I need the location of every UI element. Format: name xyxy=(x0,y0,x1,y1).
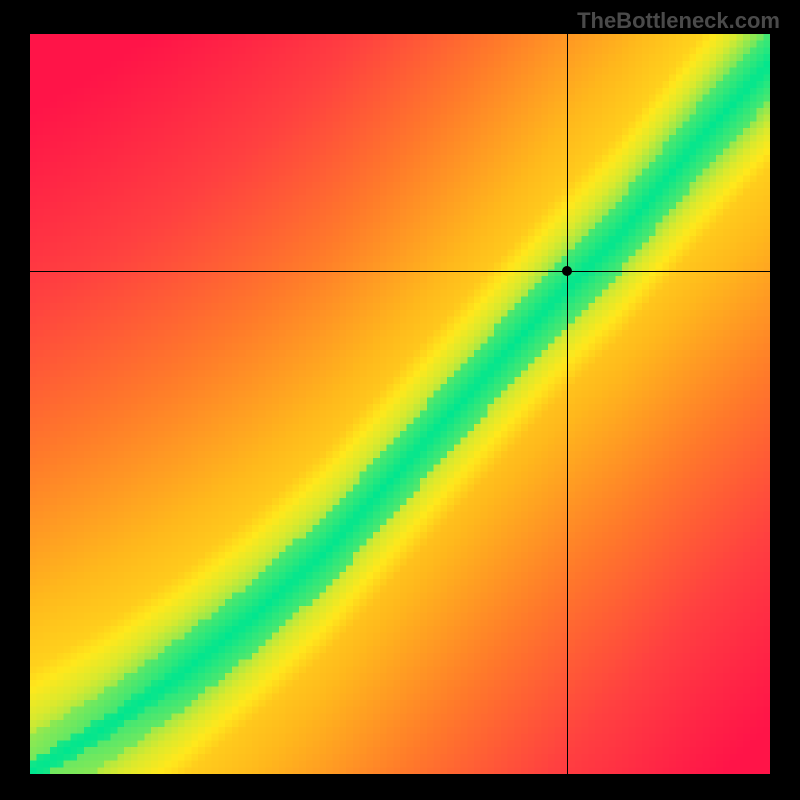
crosshair-marker-dot xyxy=(562,266,572,276)
crosshair-horizontal-line xyxy=(30,271,770,272)
heatmap-plot-area xyxy=(30,34,770,774)
heatmap-canvas xyxy=(30,34,770,774)
watermark-text: TheBottleneck.com xyxy=(577,8,780,34)
crosshair-vertical-line xyxy=(567,34,568,774)
